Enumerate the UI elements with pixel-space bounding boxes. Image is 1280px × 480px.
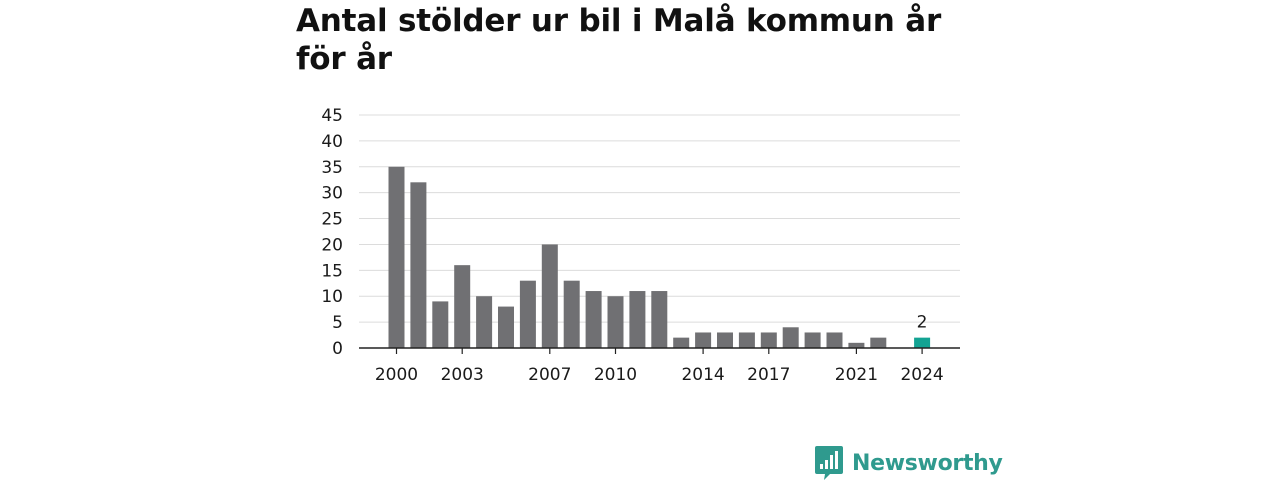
chart-title: Antal stölder ur bil i Malå kommun år fö… [296,3,942,77]
y-tick-label: 10 [321,287,343,307]
gridlines [359,114,960,323]
bars [388,166,931,348]
x-tick-label: 2021 [835,365,878,385]
bar-2013 [673,337,690,348]
bar-2001 [410,182,427,348]
y-tick-label: 45 [321,106,343,126]
bar-2011 [629,291,646,348]
y-tick-label: 25 [321,210,343,230]
bar-2017 [760,332,777,348]
data-label-2024: 2 [917,313,928,333]
y-tick-label: 5 [332,313,343,333]
x-tick-label: 2000 [375,365,418,385]
bar-2012 [651,291,668,348]
bar-2022 [870,337,887,348]
bar-2024 [914,337,931,348]
x-tick-label: 2003 [441,365,484,385]
x-axis [359,347,960,354]
bar-2018 [782,327,799,348]
bar-2016 [738,332,755,348]
x-axis-tick-labels: 2000 2003 2007 2010 2014 2017 2021 2024 [375,365,944,385]
bar-2021 [848,342,865,348]
bar-2009 [585,291,602,348]
x-tick-label: 2024 [900,365,943,385]
bar-2007 [541,244,558,348]
y-tick-label: 40 [321,132,343,152]
bar-2020 [826,332,843,348]
bar-2005 [498,306,514,348]
x-tick-label: 2007 [528,365,571,385]
y-tick-label: 20 [321,235,343,255]
bar-2014 [695,332,712,348]
bar-2019 [804,332,821,348]
y-tick-label: 30 [321,184,343,204]
y-axis-tick-labels: 0 5 10 15 20 25 30 35 40 45 [321,106,343,359]
newsworthy-logo-icon [815,446,843,480]
bar-2015 [717,332,733,348]
bar-2003 [454,265,471,348]
y-tick-label: 0 [332,339,343,359]
x-tick-label: 2014 [681,365,724,385]
data-labels: 2 [917,313,928,333]
bar-2000 [388,166,405,348]
brand-name: Newsworthy [852,450,1003,476]
bar-2006 [519,280,536,348]
y-tick-label: 15 [321,261,343,281]
x-tick-label: 2017 [747,365,790,385]
bar-2008 [563,280,580,348]
newsworthy-brand: Newsworthy [815,446,1003,480]
x-tick-label: 2010 [594,365,637,385]
bar-2010 [607,296,624,348]
bar-2002 [432,301,449,348]
y-tick-label: 35 [321,158,343,178]
bar-2004 [476,296,493,348]
